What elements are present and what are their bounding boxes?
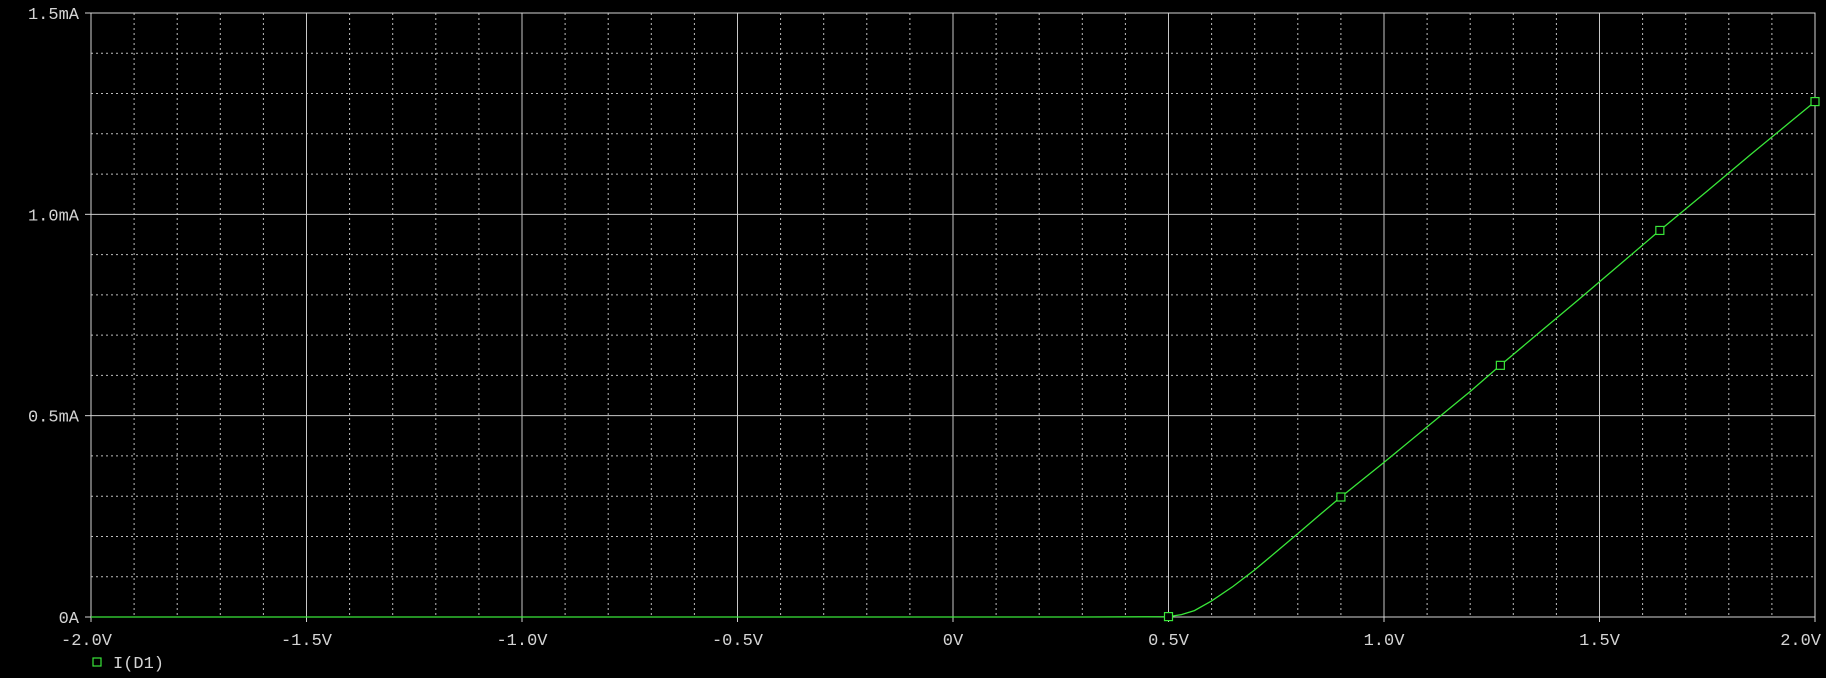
legend-label: I(D1) bbox=[113, 655, 164, 674]
data-point-marker bbox=[1495, 360, 1505, 370]
x-axis-tick-label: 2.0V bbox=[1780, 632, 1822, 651]
x-axis-tick-label: -2.0V bbox=[61, 632, 113, 651]
x-axis-tick-label: 1.5V bbox=[1579, 632, 1621, 651]
series-line-i-d1 bbox=[91, 101, 1816, 618]
data-point-marker bbox=[1163, 611, 1174, 622]
y-axis-tick-label: 1.5mA bbox=[28, 6, 80, 25]
data-point-marker bbox=[1336, 492, 1346, 502]
y-axis-tick-label: 0.5mA bbox=[28, 409, 80, 428]
x-axis-tick-label: 0.5V bbox=[1148, 632, 1190, 651]
series-traces bbox=[91, 96, 1820, 622]
data-point-marker bbox=[1810, 96, 1820, 107]
x-axis-tick-labels: -2.0V -1.5V -1.0V -0.5V 0V 0.5V 1.0V 1.5V 2.0V bbox=[61, 632, 1822, 651]
y-axis-tick-label: 1.0mA bbox=[28, 207, 80, 226]
data-point-marker bbox=[1655, 225, 1665, 236]
x-axis-tick-label: -1.0V bbox=[496, 632, 548, 651]
x-axis-tick-label: 0V bbox=[943, 632, 964, 651]
y-axis-tick-labels: 0A 0.5mA 1.0mA 1.5mA bbox=[28, 6, 80, 629]
legend-marker-square-icon bbox=[92, 657, 102, 667]
x-axis-tick-label: -0.5V bbox=[712, 632, 764, 651]
grid bbox=[91, 13, 1815, 617]
x-axis-tick-label: -1.5V bbox=[281, 632, 333, 651]
legend: I(D1) bbox=[92, 655, 164, 674]
y-axis-tick-label: 0A bbox=[59, 610, 80, 629]
x-axis-tick-label: 1.0V bbox=[1364, 632, 1406, 651]
